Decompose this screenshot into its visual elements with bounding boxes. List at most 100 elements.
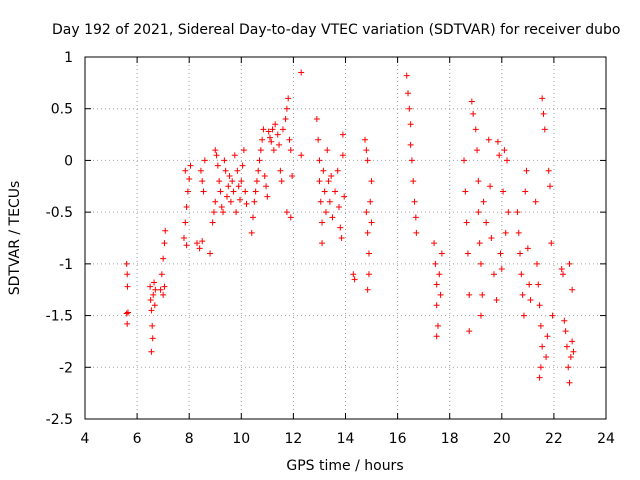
data-point bbox=[487, 183, 494, 190]
data-point bbox=[317, 198, 324, 205]
data-point bbox=[515, 229, 522, 236]
data-point bbox=[337, 224, 344, 231]
data-point bbox=[277, 167, 284, 174]
data-point bbox=[265, 128, 272, 135]
data-point bbox=[325, 178, 332, 185]
y-tick-label: -1 bbox=[59, 257, 73, 273]
data-point bbox=[162, 227, 169, 234]
data-point bbox=[286, 136, 293, 143]
data-point bbox=[335, 203, 342, 210]
data-point bbox=[364, 157, 371, 164]
data-point bbox=[239, 162, 246, 169]
data-point bbox=[494, 138, 501, 145]
data-point bbox=[517, 250, 524, 257]
data-point bbox=[180, 235, 187, 241]
data-point bbox=[226, 172, 233, 179]
data-point bbox=[197, 167, 204, 174]
data-point bbox=[209, 219, 216, 226]
data-point bbox=[223, 193, 230, 200]
data-point bbox=[560, 271, 567, 278]
data-point bbox=[483, 219, 490, 226]
x-tick-label: 10 bbox=[232, 431, 250, 447]
data-point bbox=[548, 240, 555, 247]
data-point bbox=[474, 147, 481, 154]
data-point bbox=[351, 276, 358, 283]
y-tick-label: 0 bbox=[64, 153, 73, 169]
data-point bbox=[363, 209, 370, 216]
data-point bbox=[214, 162, 221, 169]
data-point bbox=[540, 110, 547, 117]
data-point bbox=[569, 338, 576, 345]
data-point bbox=[200, 188, 207, 195]
data-point bbox=[285, 95, 292, 102]
data-point bbox=[527, 297, 534, 304]
data-point bbox=[217, 188, 224, 195]
data-point bbox=[201, 157, 208, 164]
data-point bbox=[472, 126, 479, 133]
data-point bbox=[539, 95, 546, 102]
data-point bbox=[231, 152, 238, 159]
data-point bbox=[368, 178, 375, 185]
data-point bbox=[519, 291, 526, 298]
data-point bbox=[338, 235, 345, 241]
data-point bbox=[485, 136, 492, 143]
data-point bbox=[220, 209, 227, 216]
data-point bbox=[283, 105, 290, 112]
data-point bbox=[411, 198, 418, 205]
data-point bbox=[248, 229, 255, 236]
data-point bbox=[566, 379, 573, 386]
data-point bbox=[236, 196, 243, 203]
data-point bbox=[320, 167, 327, 174]
data-point bbox=[287, 147, 294, 154]
x-tick-label: 18 bbox=[441, 431, 459, 447]
data-point bbox=[541, 126, 548, 133]
data-point bbox=[329, 214, 336, 221]
data-point bbox=[498, 266, 505, 273]
data-point bbox=[183, 203, 190, 210]
data-point bbox=[316, 157, 323, 164]
data-point bbox=[565, 364, 572, 371]
data-point bbox=[124, 271, 131, 278]
data-point bbox=[257, 147, 264, 154]
data-point bbox=[536, 302, 543, 309]
x-tick-label: 22 bbox=[545, 431, 563, 447]
data-point bbox=[210, 209, 217, 216]
data-point bbox=[431, 240, 438, 247]
data-point bbox=[251, 198, 258, 205]
data-point bbox=[365, 271, 372, 278]
data-point bbox=[407, 141, 414, 148]
data-point bbox=[160, 291, 167, 298]
data-point bbox=[520, 312, 527, 319]
data-point bbox=[324, 147, 331, 154]
data-point bbox=[466, 328, 473, 335]
data-point bbox=[218, 203, 225, 210]
data-point bbox=[433, 302, 440, 309]
data-point bbox=[259, 136, 266, 143]
data-point bbox=[212, 198, 219, 205]
data-point bbox=[124, 309, 131, 316]
data-point bbox=[466, 291, 473, 298]
data-point bbox=[322, 209, 329, 216]
data-point bbox=[319, 219, 326, 226]
ticks: 4 6 8 10 12 14 16 18 20 22 24 -2.5 -2 -1.5 -1 -0.5 0 0.5 1 bbox=[46, 50, 615, 447]
data-point bbox=[149, 335, 156, 342]
data-point bbox=[270, 147, 277, 154]
data-point bbox=[243, 200, 250, 207]
x-axis-label: GPS time / hours bbox=[286, 458, 403, 474]
data-point bbox=[539, 343, 546, 350]
x-tick-label: 20 bbox=[493, 431, 511, 447]
data-point bbox=[272, 121, 279, 128]
data-point bbox=[148, 307, 155, 314]
data-point bbox=[514, 209, 521, 216]
data-point bbox=[229, 178, 236, 185]
data-point bbox=[240, 147, 247, 154]
data-point bbox=[543, 353, 550, 360]
data-point bbox=[199, 238, 206, 245]
data-point bbox=[362, 136, 369, 143]
data-point bbox=[213, 152, 220, 159]
data-point bbox=[365, 250, 372, 257]
data-point bbox=[367, 198, 374, 205]
data-point bbox=[477, 260, 484, 267]
y-axis-label: SDTVAR / TECUs bbox=[7, 181, 23, 296]
